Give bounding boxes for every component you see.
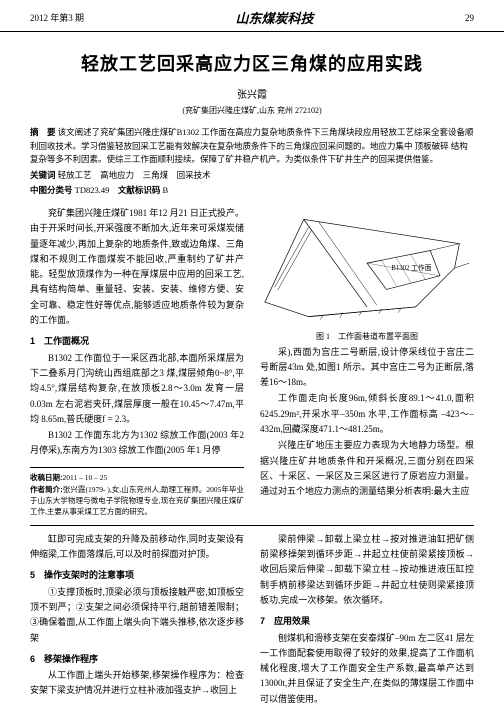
abstract-label: 摘 要 [30, 127, 56, 137]
lower-left-column: 缸即可完成支架的升降及前移动作,同时支架设有伸缩梁,工作面落煤后,可以及时前探面… [30, 532, 244, 708]
section-6-heading: 6 移架操作程序 [30, 652, 244, 667]
figure-area-label: B1302 工作面 [391, 263, 431, 272]
author-bio-label: 作者简介: [30, 485, 63, 494]
intro-paragraph: 兖矿集团兴隆庄煤矿1981 年12 月21 日正式投产。由于开采时间长,开采强度… [30, 206, 244, 328]
fault-marks [309, 307, 416, 320]
article-title: 轻放工艺回采高应力区三角煤的应用实践 [0, 50, 504, 76]
author-name: 张兴霞 [0, 86, 504, 101]
layout-map-svg: B1302 工作面 [260, 208, 474, 328]
author-affiliation: (兖矿集团兴隆庄煤矿,山东 兖州 272102) [0, 105, 504, 116]
footnote-block: 收稿日期:2011 – 10 – 25 作者简介:张兴霞(1979- ),女,山… [30, 467, 244, 518]
sec1-p1: B1302 工作面位于一采区西北部,本面所采煤层为下二叠系月门沟统山西组底部之3… [30, 351, 244, 427]
receipt-date: 2011 – 10 – 25 [63, 473, 108, 482]
keywords-text: 轻放工艺 高地应力 三角煤 回采技术 [58, 170, 211, 180]
lower-left-p1: 缸即可完成支架的升降及前移动作,同时支架设有伸缩梁,工作面落煤后,可以及时前探面… [30, 532, 244, 563]
left-column: 兖矿集团兴隆庄煤矿1981 年12 月21 日正式投产。由于开采时间长,开采强度… [30, 206, 244, 519]
section-5-heading: 5 操作支架时的注意事项 [30, 568, 244, 583]
abstract-text: 该文阐述了兖矿集团兴隆庄煤矿B1302 工作面在高应力复杂地质条件下三角煤块段应… [30, 127, 473, 164]
lower-columns: 缸即可完成支架的升降及前移动作,同时支架设有伸缩梁,工作面落煤后,可以及时前探面… [0, 532, 504, 708]
lower-right-column: 梁前伸梁→卸载上梁立柱→按对推进油缸把矿侧前梁移操架到循环步距→井起立柱使前梁紧… [260, 532, 474, 708]
section-divider [30, 525, 474, 526]
right-p3: 兴隆庄矿地压主要应力表现为大地静力场型。根据兴隆庄矿井地质条件和开采概况,三面分… [260, 438, 474, 499]
figure-1: B1302 工作面 [260, 208, 474, 328]
abstract-block: 摘 要 该文阐述了兖矿集团兴隆庄煤矿B1302 工作面在高应力复杂地质条件下三角… [0, 126, 504, 198]
figure-1-caption: 图 1 工作面巷道布置平面图 [260, 330, 474, 344]
author-bio: 张兴霞(1979- ),女,山东兖州人,助理工程师。2005年毕业于山东大学物理… [30, 485, 244, 517]
page-header: 2012 年第3 期 山东煤炭科技 29 [0, 0, 504, 32]
header-left: 2012 年第3 期 [30, 11, 84, 24]
section-1-heading: 1 工作面概况 [30, 334, 244, 349]
lower-right-p1: 梁前伸梁→卸载上梁立柱→按对推进油缸把矿侧前梁移操架到循环步距→井起立柱使前梁紧… [260, 532, 474, 608]
keywords-label: 关键词 [30, 170, 56, 180]
sec7-p1: 刨煤机和滑移支架在安泰煤矿–90m 左二区41 层左一工作面配套使用取得了较好的… [260, 631, 474, 707]
right-column: B1302 工作面 图 1 工作面巷道布置平面图 采),西面为宫庄二号断层,设计… [260, 206, 474, 519]
doc-code-label: 文献标识码 [118, 185, 161, 195]
section-7-heading: 7 应用效果 [260, 614, 474, 629]
page-number: 29 [465, 13, 474, 23]
receipt-date-label: 收稿日期: [30, 473, 63, 482]
sec1-p2: B1302 工作面东北方为1302 综放工作面(2003 年2 月停采),东南方… [30, 428, 244, 459]
doc-code-value: B [163, 185, 169, 195]
sec5-p1: ①支撑顶板时,顶梁必须与顶板接触严密,如顶板空顶不到严；②支架之间必须保持平行,… [30, 585, 244, 646]
journal-name: 山东煤炭科技 [236, 8, 314, 27]
main-columns: 兖矿集团兴隆庄煤矿1981 年12 月21 日正式投产。由于开采时间长,开采强度… [0, 206, 504, 519]
classification-value: TD823.49 [75, 185, 110, 195]
sec6-p1: 从工作面上端头开始移架,移架操作程序为：检查安架下梁支护情况并进行立柱补液加强支… [30, 668, 244, 699]
right-p1: 采),西面为宫庄二号断层,设计停采线位于宫庄二号断层43m 处,如图1 所示。其… [260, 345, 474, 391]
right-p2: 工作面走向长度96m,倾斜长度89.1～41.0,面积6245.29m²,开采水… [260, 391, 474, 437]
classification-label: 中图分类号 [30, 185, 73, 195]
